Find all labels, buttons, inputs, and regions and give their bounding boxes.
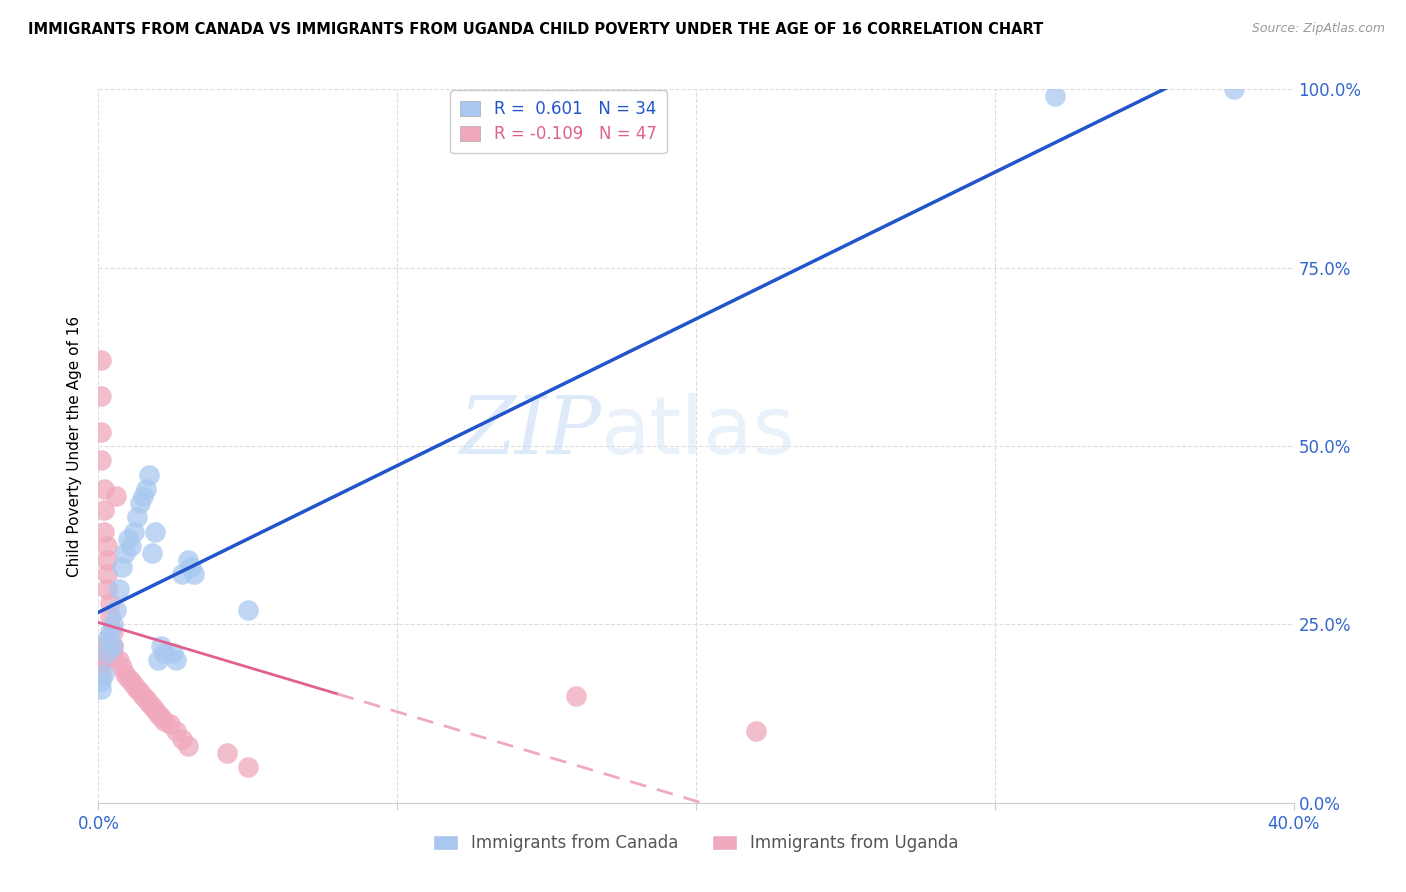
Point xyxy=(127,510,149,524)
Point xyxy=(120,539,142,553)
Text: IMMIGRANTS FROM CANADA VS IMMIGRANTS FROM UGANDA CHILD POVERTY UNDER THE AGE OF : IMMIGRANTS FROM CANADA VS IMMIGRANTS FRO… xyxy=(28,22,1043,37)
Point xyxy=(96,567,118,582)
Point xyxy=(117,532,139,546)
Point xyxy=(172,731,194,746)
Point xyxy=(138,696,160,710)
Point xyxy=(98,596,122,610)
Point xyxy=(98,624,122,639)
Point xyxy=(103,639,125,653)
Point xyxy=(180,560,202,574)
Point xyxy=(103,646,125,660)
Point xyxy=(90,425,112,439)
Point xyxy=(90,681,112,696)
Y-axis label: Child Poverty Under the Age of 16: Child Poverty Under the Age of 16 xyxy=(67,316,83,576)
Point xyxy=(96,646,118,660)
Point xyxy=(93,524,115,539)
Point xyxy=(93,646,115,660)
Text: ZIP: ZIP xyxy=(458,393,600,470)
Point xyxy=(165,653,187,667)
Point xyxy=(93,653,115,667)
Point xyxy=(96,582,118,596)
Point xyxy=(120,674,142,689)
Point xyxy=(96,553,118,567)
Point xyxy=(93,482,115,496)
Point xyxy=(138,467,160,482)
Point xyxy=(1043,89,1066,103)
Point xyxy=(148,706,170,721)
Point xyxy=(90,674,112,689)
Point xyxy=(745,724,768,739)
Point xyxy=(141,699,163,714)
Point xyxy=(90,667,112,681)
Point xyxy=(103,617,125,632)
Point xyxy=(177,553,200,567)
Point xyxy=(105,603,128,617)
Point xyxy=(153,646,176,660)
Point xyxy=(165,724,187,739)
Point xyxy=(135,692,157,706)
Point xyxy=(90,353,112,368)
Point xyxy=(111,660,134,674)
Point xyxy=(141,546,163,560)
Point xyxy=(172,567,194,582)
Text: atlas: atlas xyxy=(600,392,794,471)
Point xyxy=(93,639,115,653)
Point xyxy=(114,546,136,560)
Point xyxy=(159,717,181,731)
Point xyxy=(132,689,155,703)
Point xyxy=(143,524,166,539)
Point xyxy=(236,603,259,617)
Point xyxy=(90,453,112,467)
Point xyxy=(150,639,173,653)
Point xyxy=(96,632,118,646)
Point xyxy=(236,760,259,774)
Point xyxy=(565,689,588,703)
Point xyxy=(90,653,112,667)
Point xyxy=(215,746,238,760)
Point xyxy=(183,567,205,582)
Point xyxy=(96,539,118,553)
Point xyxy=(98,610,122,624)
Point xyxy=(1223,82,1246,96)
Point xyxy=(105,489,128,503)
Point xyxy=(143,703,166,717)
Point xyxy=(90,660,112,674)
Point xyxy=(114,667,136,681)
Point xyxy=(124,678,146,692)
Point xyxy=(177,739,200,753)
Point xyxy=(129,685,152,699)
Text: Source: ZipAtlas.com: Source: ZipAtlas.com xyxy=(1251,22,1385,36)
Point xyxy=(90,389,112,403)
Point xyxy=(93,667,115,681)
Point xyxy=(162,646,184,660)
Point xyxy=(135,482,157,496)
Point xyxy=(127,681,149,696)
Point xyxy=(103,639,125,653)
Point xyxy=(108,582,131,596)
Point xyxy=(129,496,152,510)
Point xyxy=(111,560,134,574)
Point xyxy=(132,489,155,503)
Point xyxy=(103,624,125,639)
Point xyxy=(117,671,139,685)
Point xyxy=(124,524,146,539)
Point xyxy=(153,714,176,728)
Point xyxy=(108,653,131,667)
Point xyxy=(148,653,170,667)
Point xyxy=(93,503,115,517)
Point xyxy=(150,710,173,724)
Legend: Immigrants from Canada, Immigrants from Uganda: Immigrants from Canada, Immigrants from … xyxy=(426,828,966,859)
